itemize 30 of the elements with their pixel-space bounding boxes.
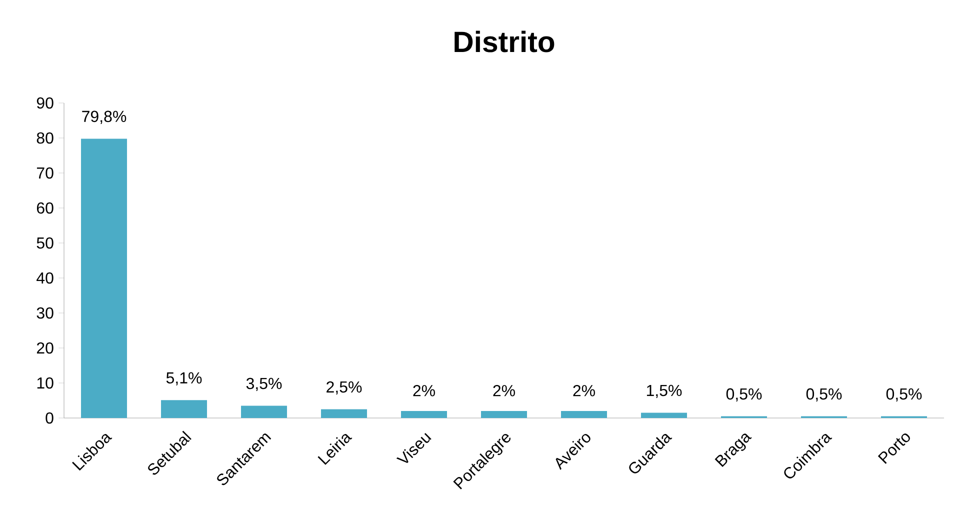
y-tick-label: 80: [36, 132, 54, 144]
data-label: 2,5%: [326, 381, 362, 395]
y-tick-label: 60: [36, 202, 54, 214]
data-label: 79,8%: [82, 110, 126, 124]
y-tick-label: 0: [46, 412, 54, 424]
data-label: 2%: [413, 385, 435, 396]
data-label: 0,5%: [886, 388, 922, 402]
bar: [241, 406, 288, 418]
y-tick-label: 10: [37, 377, 54, 389]
y-tick-label: 40: [36, 272, 54, 284]
bar: [641, 412, 688, 418]
y-tick-label: 50: [36, 237, 54, 249]
data-label: 5,1%: [166, 372, 202, 386]
y-tick-label: 30: [36, 307, 54, 319]
bar: [161, 400, 208, 418]
y-tick-label: 20: [36, 342, 54, 354]
bar: [481, 410, 528, 418]
data-label: 0,5%: [806, 388, 842, 402]
data-label: 3,5%: [246, 378, 282, 392]
chart-title: Distrito: [454, 30, 554, 52]
bar: [321, 409, 368, 418]
data-label: 1,5%: [646, 384, 682, 398]
bar: [81, 138, 128, 418]
y-tick-label: 70: [36, 167, 54, 179]
y-tick-label: 90: [36, 97, 54, 109]
data-label: 2%: [493, 385, 515, 396]
bar: [401, 410, 448, 418]
data-label: 0,5%: [726, 388, 762, 402]
data-label: 2%: [573, 385, 595, 396]
bar: [561, 410, 608, 418]
